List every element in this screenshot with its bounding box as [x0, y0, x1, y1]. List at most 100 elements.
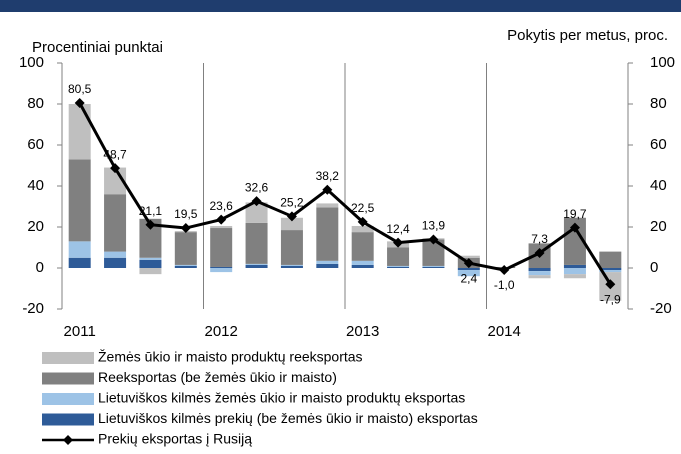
bar: [387, 266, 410, 268]
line: [78, 102, 612, 285]
legend-marker: [63, 435, 73, 445]
bar: [245, 222, 268, 264]
legend-label: Lietuviškos kilmės prekių (be žemės ūkio…: [98, 410, 478, 426]
bar: [351, 264, 374, 268]
y2-tick-label: 20: [650, 218, 667, 235]
bar: [387, 247, 410, 266]
line-marker: [357, 216, 368, 227]
y2-tick-label: -20: [650, 300, 672, 317]
legend-label: Prekių eksportas į Rusiją: [98, 431, 252, 447]
line-marker: [534, 248, 545, 259]
line-marker: [499, 265, 510, 276]
bar: [563, 268, 586, 275]
y2-tick-label: 60: [650, 136, 667, 153]
bar: [316, 203, 339, 208]
bar: [422, 266, 445, 268]
bar: [528, 268, 551, 272]
y2-axis-label: Pokytis per metus, proc.: [507, 27, 668, 44]
legend-label: Lietuviškos kilmės žemės ūkio ir maisto …: [98, 390, 465, 406]
legend-swatch: [42, 352, 94, 364]
bar: [139, 259, 162, 268]
x-tick-label: 2013: [346, 323, 379, 340]
y2-tick-label: 0: [650, 259, 658, 276]
bar: [457, 270, 480, 277]
data-label: 7,3: [531, 232, 548, 246]
legend-label: Žemės ūkio ir maisto produktų reeksporta…: [98, 349, 363, 365]
bar: [387, 265, 410, 267]
bar: [280, 265, 303, 268]
bar: [174, 232, 197, 265]
x-tick-label: 2014: [488, 323, 521, 340]
bar: [528, 271, 551, 276]
legend-swatch: [42, 393, 94, 405]
y2-tick-label: 40: [650, 177, 667, 194]
bar: [422, 239, 445, 266]
line-marker: [569, 222, 580, 233]
bar: [68, 159, 91, 242]
legend-swatch: [42, 413, 94, 426]
bar: [104, 194, 127, 252]
legend-label: Reeksportas (be žemės ūkio ir maisto): [98, 369, 337, 385]
x-tick-label: 2011: [64, 323, 96, 340]
bar: [351, 260, 374, 265]
bar: [280, 217, 303, 231]
line-marker: [251, 196, 262, 207]
bar: [599, 268, 622, 271]
bar: [68, 257, 91, 268]
bar: [174, 265, 197, 268]
bar: [457, 255, 480, 258]
line-marker: [286, 211, 297, 222]
line-marker: [605, 279, 616, 290]
bar: [104, 251, 127, 258]
y-tick-label: 80: [27, 95, 44, 112]
line-marker: [145, 219, 156, 230]
bar: [139, 218, 162, 258]
data-label: 12,4: [386, 222, 410, 236]
data-label: 13,9: [422, 219, 446, 233]
bar: [457, 268, 480, 271]
bar: [210, 268, 233, 273]
bar: [351, 225, 374, 233]
bar: [316, 260, 339, 264]
bar: [68, 241, 91, 258]
x-tick-label: 2012: [205, 323, 238, 340]
bar: [563, 274, 586, 279]
y-tick-label: 60: [27, 136, 44, 153]
bar: [210, 266, 233, 268]
bar: [316, 263, 339, 268]
y-axis-label: Procentiniai punktai: [32, 39, 163, 56]
data-label: 22,5: [351, 201, 375, 215]
data-label: -7,9: [600, 292, 621, 306]
bar: [245, 202, 268, 223]
bar: [139, 268, 162, 275]
data-label: 48,7: [103, 147, 127, 161]
bar: [563, 217, 586, 265]
y2-tick-label: 100: [650, 54, 675, 71]
line-marker: [463, 258, 474, 269]
data-label: 25,2: [280, 196, 304, 210]
bar: [528, 275, 551, 279]
data-label: 21,1: [139, 204, 163, 218]
bar: [280, 264, 303, 266]
bar: [599, 251, 622, 268]
line-marker: [428, 234, 439, 245]
line-marker: [180, 223, 191, 234]
bar: [599, 270, 622, 273]
bar: [422, 265, 445, 267]
data-label: -1,0: [494, 278, 515, 292]
data-label: 80,5: [68, 82, 92, 96]
bar: [351, 232, 374, 261]
data-label: 19,5: [174, 207, 198, 221]
data-label: 23,6: [210, 199, 234, 213]
y-tick-label: 0: [36, 259, 44, 276]
bar: [68, 104, 91, 160]
bar: [104, 257, 127, 268]
top-banner: [0, 0, 681, 12]
legend-swatch: [42, 372, 94, 385]
bar: [563, 264, 586, 268]
bar: [210, 225, 233, 229]
data-label: 2,4: [460, 271, 477, 285]
line-marker: [74, 97, 85, 108]
data-label: 32,6: [245, 180, 269, 194]
